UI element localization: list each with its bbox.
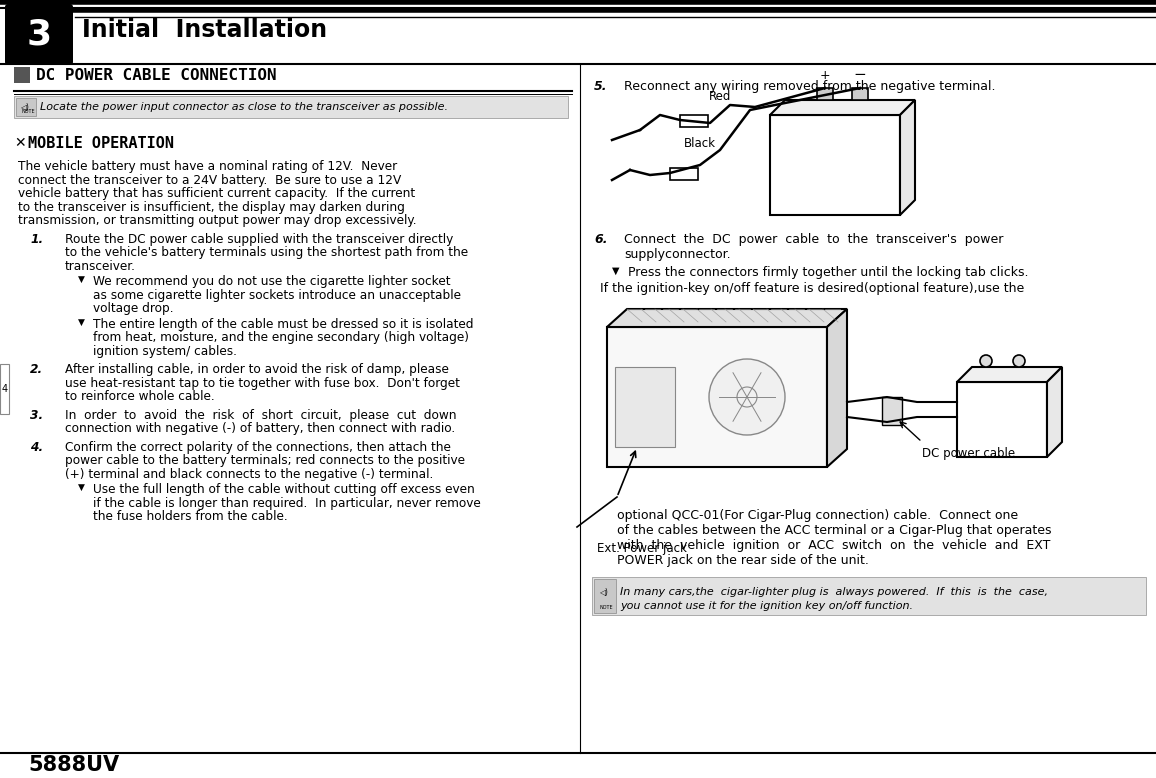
Text: 3.: 3. [30,408,43,422]
Text: ▼: ▼ [612,266,620,276]
Text: transceiver.: transceiver. [65,260,136,272]
Text: The vehicle battery must have a nominal rating of 12V.  Never: The vehicle battery must have a nominal … [18,160,398,173]
Bar [670,168,698,180]
Text: vehicle battery that has sufficient current capacity.  If the current: vehicle battery that has sufficient curr… [18,187,415,200]
Text: 5888UV: 5888UV [28,755,119,775]
Text: supplyconnector.: supplyconnector. [624,248,731,261]
Text: We recommend you do not use the cigarette lighter socket: We recommend you do not use the cigarett… [92,275,451,288]
Text: ✕: ✕ [14,136,25,150]
Text: 1.: 1. [30,233,43,246]
Text: Reconnect any wiring removed from the negative terminal.: Reconnect any wiring removed from the ne… [624,80,995,93]
Bar [770,115,901,215]
Text: 3: 3 [27,17,52,51]
Text: you cannot use it for the ignition key on/off function.: you cannot use it for the ignition key o… [620,601,913,611]
Text: Ext. Power jack: Ext. Power jack [596,542,687,555]
Text: Confirm the correct polarity of the connections, then attach the: Confirm the correct polarity of the conn… [65,440,451,454]
Bar [16,98,36,116]
Circle shape [980,355,992,367]
Polygon shape [770,100,916,115]
Text: as some cigarette lighter sockets introduce an unacceptable: as some cigarette lighter sockets introd… [92,289,461,302]
Text: use heat-resistant tap to tie together with fuse box.  Don't forget: use heat-resistant tap to tie together w… [65,377,460,390]
Bar [14,96,568,118]
Bar [594,579,616,613]
Text: 4: 4 [1,384,8,394]
Text: DC power cable: DC power cable [922,447,1015,460]
Text: Press the connectors firmly together until the locking tab clicks.: Press the connectors firmly together unt… [628,266,1029,279]
Bar [607,327,827,467]
Text: the fuse holders from the cable.: the fuse holders from the cable. [92,510,288,523]
Text: −: − [853,67,866,82]
Text: ◁): ◁) [600,588,609,598]
Bar [0,364,9,414]
Text: with  the  vehicle  ignition  or  ACC  switch  on  the  vehicle  and  EXT: with the vehicle ignition or ACC switch … [617,539,1051,552]
Text: voltage drop.: voltage drop. [92,302,173,315]
Text: optional QCC-01(For Cigar-Plug connection) cable.  Connect one: optional QCC-01(For Cigar-Plug connectio… [617,509,1018,522]
Text: connection with negative (-) of battery, then connect with radio.: connection with negative (-) of battery,… [65,422,455,435]
Text: (+) terminal and black connects to the negative (-) terminal.: (+) terminal and black connects to the n… [65,468,434,481]
Text: Red: Red [709,90,732,103]
Text: If the ignition-key on/off feature is desired(optional feature),use the: If the ignition-key on/off feature is de… [600,282,1024,295]
Bar [680,115,707,127]
Bar [14,67,30,83]
Text: to reinforce whole cable.: to reinforce whole cable. [65,390,215,403]
Bar [592,577,1146,615]
FancyBboxPatch shape [5,4,73,65]
Text: ▼: ▼ [77,483,84,492]
Text: Route the DC power cable supplied with the transceiver directly: Route the DC power cable supplied with t… [65,233,453,246]
Polygon shape [901,100,916,215]
Text: In  order  to  avoid  the  risk  of  short  circuit,  please  cut  down: In order to avoid the risk of short circ… [65,408,457,422]
Text: transmission, or transmitting output power may drop excessively.: transmission, or transmitting output pow… [18,214,416,227]
Text: In many cars,the  cigar-lighter plug is  always powered.  If  this  is  the  cas: In many cars,the cigar-lighter plug is a… [620,587,1048,597]
Bar [957,382,1047,457]
Text: ▼: ▼ [77,317,84,327]
Text: The entire length of the cable must be dressed so it is isolated: The entire length of the cable must be d… [92,317,474,331]
Text: Use the full length of the cable without cutting off excess even: Use the full length of the cable without… [92,483,475,496]
Text: DC POWER CABLE CONNECTION: DC POWER CABLE CONNECTION [36,68,276,82]
Text: ignition system/ cables.: ignition system/ cables. [92,345,237,358]
Text: to the vehicle's battery terminals using the shortest path from the: to the vehicle's battery terminals using… [65,246,468,259]
Text: from heat, moisture, and the engine secondary (high voltage): from heat, moisture, and the engine seco… [92,331,469,344]
Polygon shape [827,309,847,467]
Text: +: + [820,69,830,82]
Polygon shape [957,367,1062,382]
Polygon shape [1047,367,1062,457]
Text: MOBILE OPERATION: MOBILE OPERATION [28,135,175,150]
Text: ◁): ◁) [21,103,30,111]
Text: Black: Black [684,137,716,150]
Text: 5.: 5. [594,80,608,93]
Text: POWER jack on the rear side of the unit.: POWER jack on the rear side of the unit. [617,554,869,567]
Polygon shape [607,309,847,327]
Bar [852,88,868,100]
Text: to the transceiver is insufficient, the display may darken during: to the transceiver is insufficient, the … [18,201,405,213]
Text: NOTE: NOTE [600,605,614,610]
Text: Connect  the  DC  power  cable  to  the  transceiver's  power: Connect the DC power cable to the transc… [624,233,1003,246]
Circle shape [709,359,785,435]
Text: Initial  Installation: Initial Installation [82,18,327,42]
Text: NOTE: NOTE [21,109,35,114]
Text: 2.: 2. [30,363,43,376]
Bar [817,88,833,100]
Text: After installing cable, in order to avoid the risk of damp, please: After installing cable, in order to avoi… [65,363,449,376]
Circle shape [738,387,757,407]
Circle shape [1013,355,1025,367]
Bar [882,397,902,425]
Text: 4.: 4. [30,440,43,454]
Bar [615,367,675,447]
Text: power cable to the battery terminals; red connects to the positive: power cable to the battery terminals; re… [65,454,465,467]
Text: if the cable is longer than required.  In particular, never remove: if the cable is longer than required. In… [92,496,481,510]
Text: Locate the power input connector as close to the transceiver as possible.: Locate the power input connector as clos… [40,102,449,112]
Text: connect the transceiver to a 24V battery.  Be sure to use a 12V: connect the transceiver to a 24V battery… [18,173,401,187]
Text: of the cables between the ACC terminal or a Cigar-Plug that operates: of the cables between the ACC terminal o… [617,524,1052,537]
Text: ▼: ▼ [77,275,84,284]
Text: 6.: 6. [594,233,608,246]
